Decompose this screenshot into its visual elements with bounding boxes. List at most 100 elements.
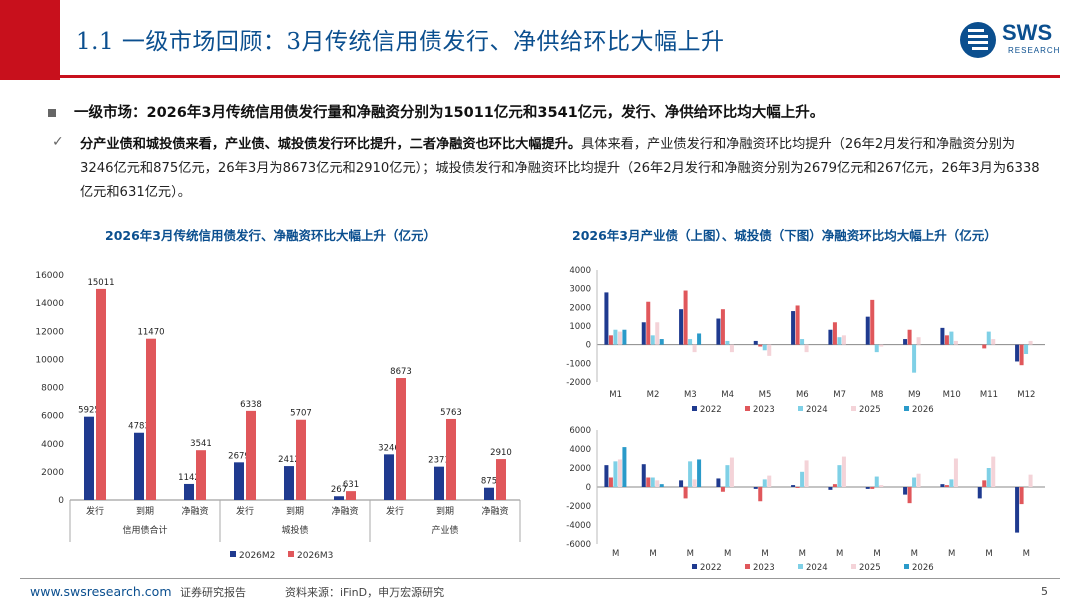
bar [604, 292, 609, 345]
square-bullet-icon [48, 109, 56, 117]
bar [758, 344, 763, 347]
y-tick-label: 4000 [569, 266, 591, 276]
bar [617, 331, 622, 345]
footer-url[interactable]: www.swsresearch.com [30, 584, 172, 599]
x-tick-label: 发行 [236, 505, 254, 517]
bar [907, 329, 912, 345]
check-bullet-icon: ✓ [52, 134, 64, 150]
bar [613, 461, 618, 487]
legend-label: 2024 [806, 405, 828, 415]
y-tick-label: 2000 [569, 303, 591, 313]
bar [692, 344, 697, 353]
bar [720, 309, 725, 345]
bar [725, 340, 730, 345]
y-tick-label: -2000 [566, 378, 591, 388]
bar [912, 477, 917, 487]
y-tick-label: -1000 [566, 359, 591, 369]
data-label: 5707 [290, 409, 312, 419]
bar [604, 465, 609, 487]
bar [940, 327, 945, 345]
bar [284, 466, 294, 500]
data-label: 2910 [490, 448, 512, 458]
detail-paragraph: 分产业债和城投债来看，产业债、城投债发行环比提升，二者净融资也环比大幅提升。具体… [80, 133, 1046, 205]
legend-swatch [904, 564, 909, 569]
y-tick-label: 10000 [35, 355, 64, 365]
x-tick-label: M7 [833, 390, 846, 400]
bar [196, 450, 206, 500]
x-tick-label: M [911, 549, 918, 559]
group-label: 城投债 [281, 524, 308, 536]
sws-logo-icon [960, 22, 996, 58]
logo-subtext: RESEARCH [1008, 46, 1061, 55]
data-label: 4783 [128, 422, 150, 432]
bar [729, 457, 734, 487]
headline-bullet: 一级市场：2026年3月传统信用债发行量和净融资分别为15011亿元和3541亿… [48, 101, 824, 122]
bar [841, 456, 846, 487]
bar [683, 487, 688, 499]
x-tick-label: 净融资 [181, 505, 208, 517]
bar [434, 466, 444, 500]
legend-label: 2024 [806, 563, 828, 573]
bar [346, 491, 356, 500]
y-tick-label: 6000 [41, 412, 64, 422]
sws-logo: SWS RESEARCH [958, 18, 1061, 62]
x-tick-label: M [687, 549, 694, 559]
right-top-bar-chart: -2000 -1000 0 1000 2000 3000 4000 M1 M2 M3 M4 M5 M6 M… [566, 266, 1045, 415]
legend-swatch [745, 406, 750, 411]
data-label: 267 [331, 485, 347, 495]
x-tick-label: M11 [980, 390, 998, 400]
data-label: 3541 [190, 439, 212, 449]
bar [688, 461, 693, 487]
data-label: 3246 [378, 443, 400, 453]
x-tick-label: M [836, 549, 843, 559]
x-tick-label: 到期 [286, 505, 304, 517]
x-tick-label: M [948, 549, 955, 559]
bar [234, 462, 244, 500]
bar [692, 479, 697, 487]
y-tick-label: 4000 [41, 440, 64, 450]
y-tick-label: 4000 [569, 445, 591, 455]
bar [613, 329, 618, 345]
legend-swatch [798, 564, 803, 569]
legend-label: 2023 [753, 405, 775, 415]
x-tick-label: M [649, 549, 656, 559]
bar [912, 344, 917, 373]
legend-swatch [851, 406, 856, 411]
bar [758, 487, 763, 502]
bar [646, 301, 651, 345]
legend-label: 2026 [912, 563, 934, 573]
bar [762, 344, 767, 351]
bar [622, 447, 627, 487]
bar [767, 475, 772, 487]
bar [837, 337, 842, 345]
bar [608, 335, 613, 345]
bar [296, 419, 306, 500]
data-label: 5925 [78, 406, 100, 416]
bar [804, 344, 809, 353]
bar [1019, 344, 1024, 366]
bar [1028, 340, 1033, 345]
bar [484, 487, 494, 500]
data-label: 5763 [440, 408, 462, 418]
bar [617, 459, 622, 487]
bar [622, 329, 627, 345]
x-tick-label: M12 [1017, 390, 1035, 400]
x-tick-label: 净融资 [331, 505, 358, 517]
legend-label: 2023 [753, 563, 775, 573]
x-tick-label: M [985, 549, 992, 559]
bar [977, 487, 982, 499]
bar [953, 340, 958, 345]
x-tick-label: M [761, 549, 768, 559]
legend-swatch [798, 406, 803, 411]
legend-swatch [692, 406, 697, 411]
legend-label: 2026M2 [239, 551, 275, 561]
data-label: 11470 [137, 328, 164, 338]
footer-report-label: 证券研究报告 [180, 586, 246, 599]
data-label: 8673 [390, 367, 412, 377]
bar [641, 322, 646, 345]
bar [697, 333, 702, 345]
legend-label: 2025 [859, 405, 881, 415]
x-tick-label: 发行 [86, 505, 104, 517]
bar [874, 344, 879, 353]
logo-wordmark: SWS [1002, 20, 1053, 45]
